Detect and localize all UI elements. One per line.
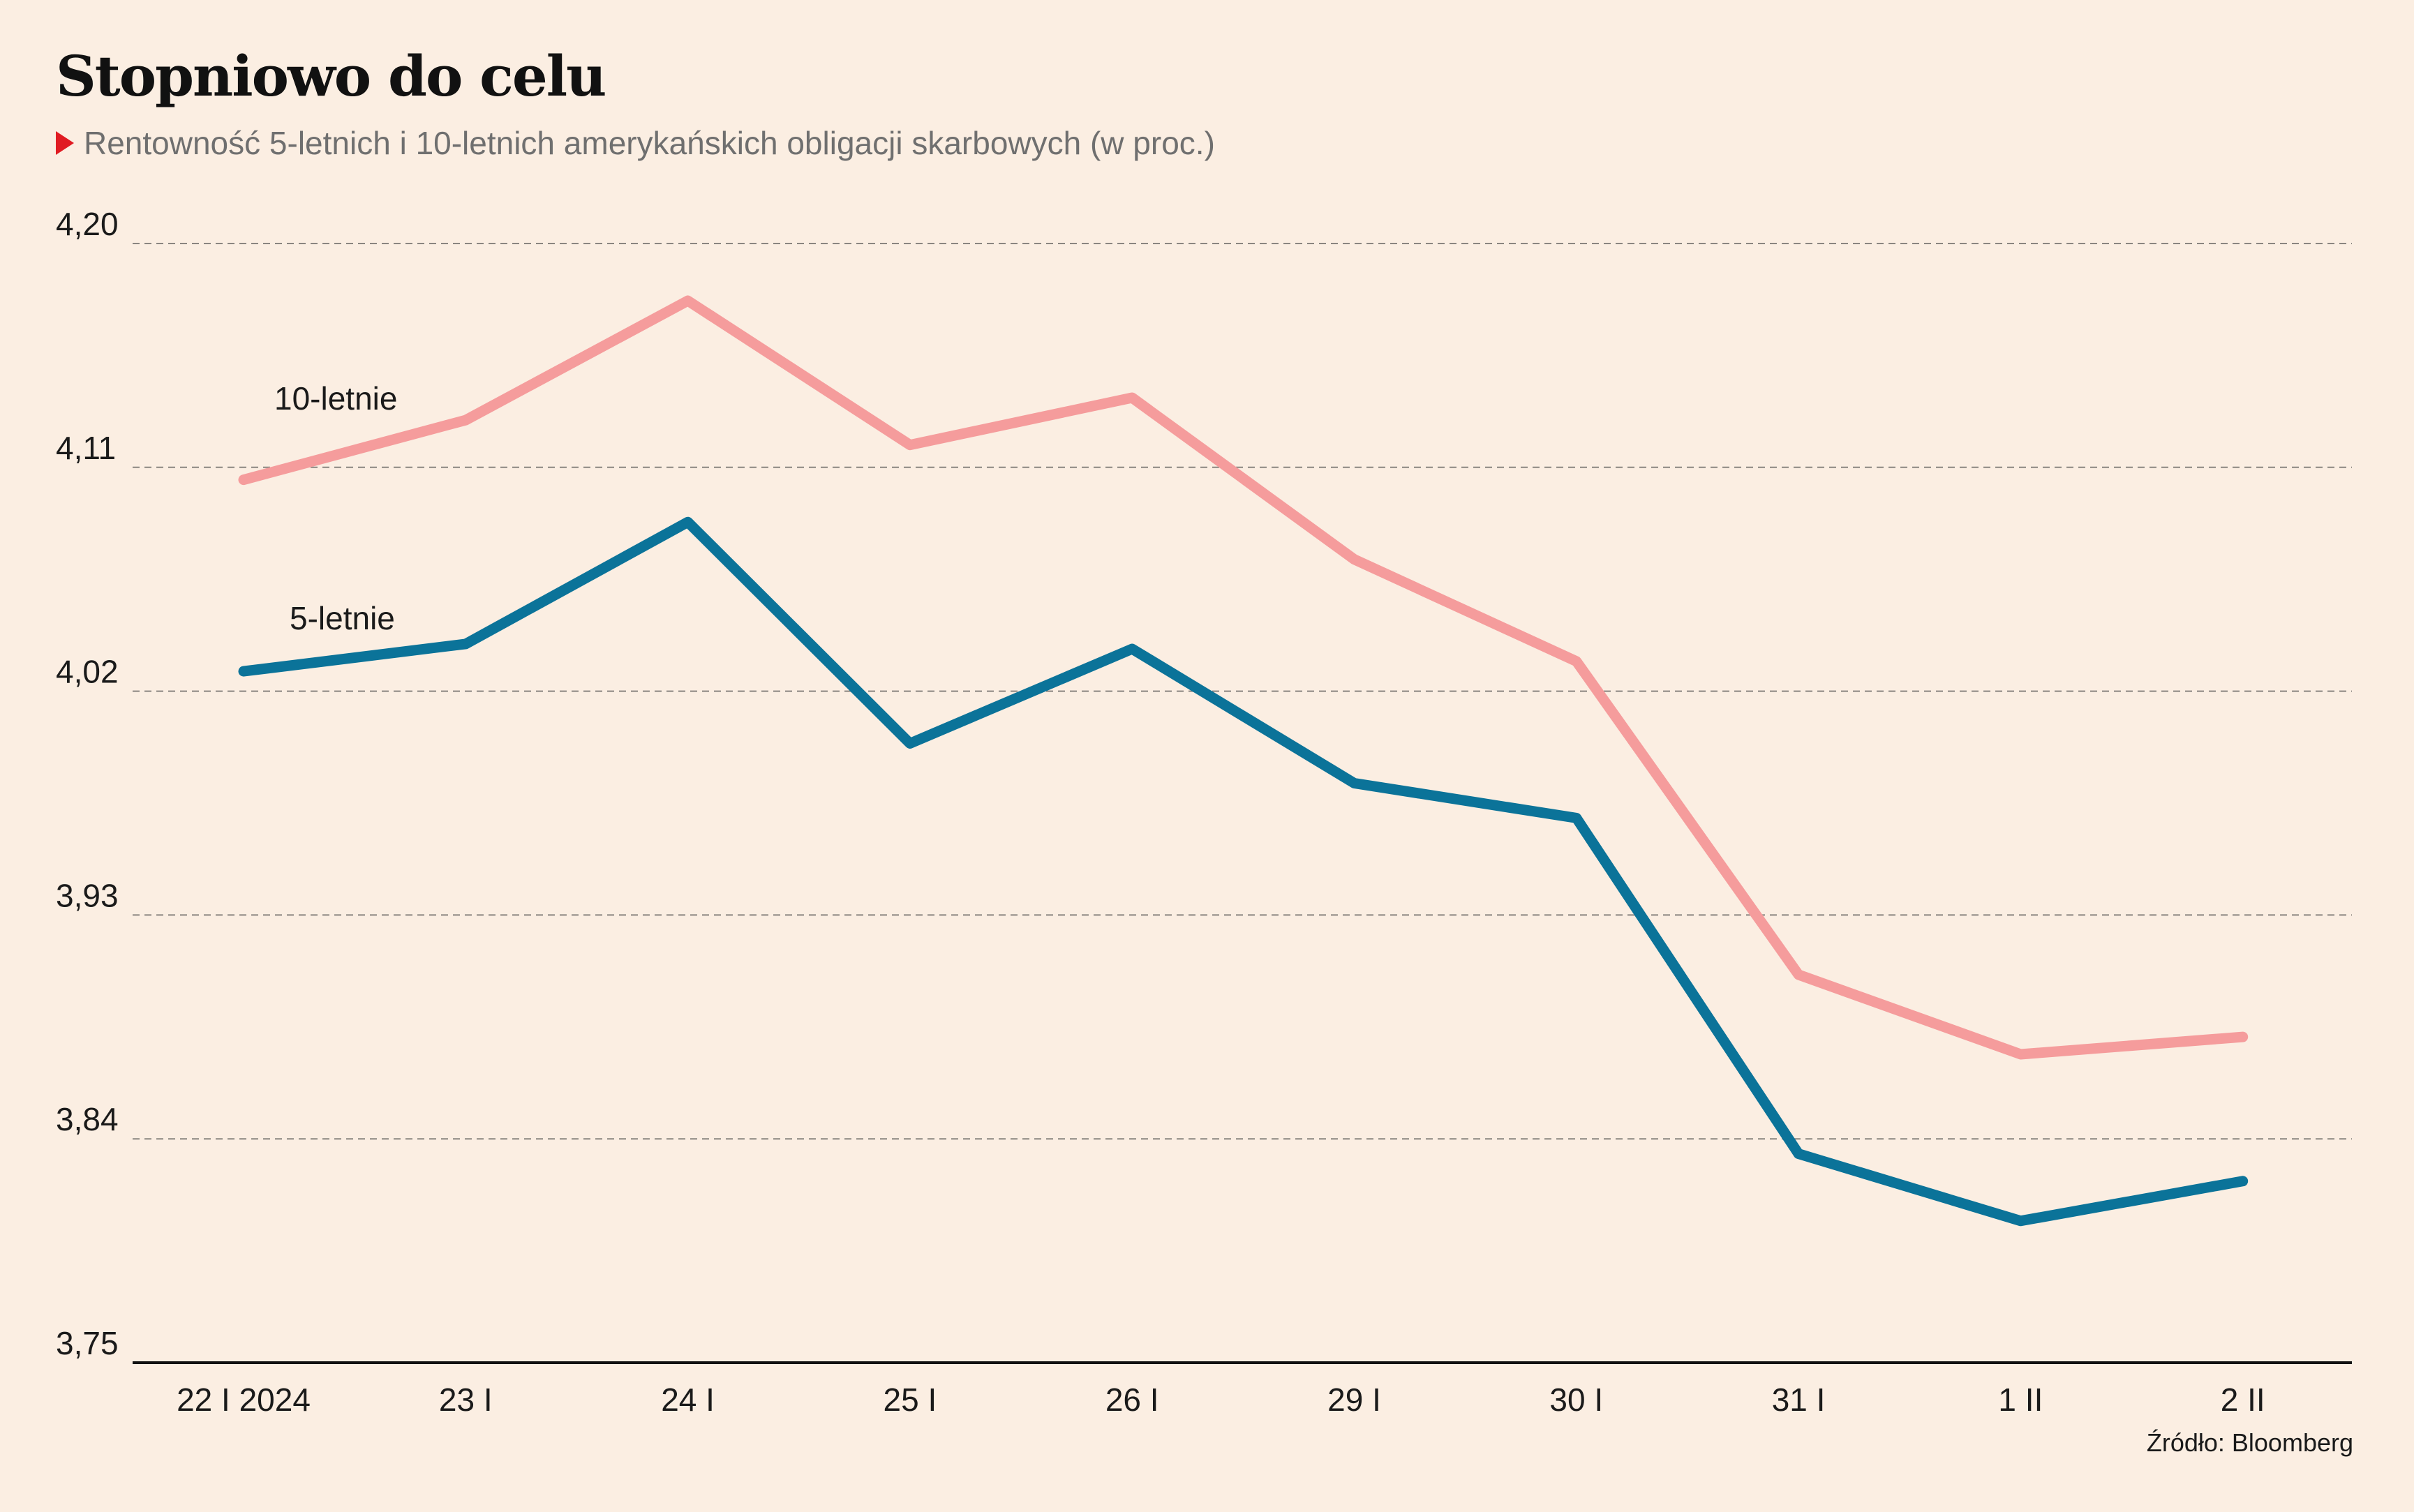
- y-tick-label: 4,20: [56, 206, 119, 242]
- x-axis-ticks: 22 I 2024 23 I 24 I 25 I 26 I 29 I 30 I 31 I 1 I…: [177, 1382, 2265, 1418]
- x-tick-label: 25 I: [884, 1382, 937, 1418]
- chart-subtitle: Rentowność 5-letnich i 10-letnich ameryk…: [56, 124, 1215, 162]
- gridlines: [133, 243, 2352, 1140]
- chart-title: Stopniowo do celu: [56, 43, 606, 109]
- x-tick-label: 2 II: [2221, 1382, 2265, 1418]
- triangle-marker-icon: [56, 131, 74, 155]
- x-tick-label: 22 I 2024: [177, 1382, 311, 1418]
- series-labels: 10-letnie 5-letnie: [274, 380, 397, 636]
- source-note: Źródło: Bloomberg: [2147, 1428, 2353, 1457]
- series-line-5y: [238, 516, 2249, 1227]
- y-tick-label: 3,75: [56, 1325, 119, 1361]
- x-tick-label: 1 II: [1998, 1382, 2043, 1418]
- y-tick-label: 3,93: [56, 877, 119, 913]
- x-tick-label: 29 I: [1327, 1382, 1381, 1418]
- x-tick-label: 24 I: [661, 1382, 715, 1418]
- y-tick-label: 4,02: [56, 654, 119, 690]
- series-label: 10-letnie: [274, 380, 397, 417]
- y-axis-ticks: 4,20 4,11 4,02 3,93 3,84 3,75: [56, 206, 119, 1361]
- series-line-10y: [238, 295, 2249, 1060]
- x-tick-label: 26 I: [1105, 1382, 1159, 1418]
- x-tick-label: 30 I: [1549, 1382, 1603, 1418]
- x-tick-label: 23 I: [439, 1382, 493, 1418]
- series-lines: [238, 295, 2249, 1227]
- subtitle-text: Rentowność 5-letnich i 10-letnich ameryk…: [84, 125, 1215, 161]
- x-tick-label: 31 I: [1772, 1382, 1826, 1418]
- series-label: 5-letnie: [290, 600, 395, 636]
- y-tick-label: 3,84: [56, 1101, 119, 1137]
- y-tick-label: 4,11: [56, 430, 116, 466]
